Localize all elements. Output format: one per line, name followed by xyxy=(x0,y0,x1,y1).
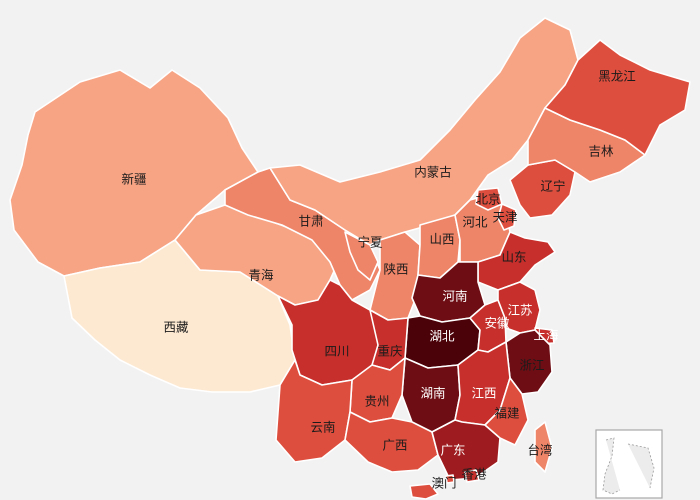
label-chongqing: 重庆 xyxy=(377,344,403,359)
label-shanxi: 山西 xyxy=(429,232,454,247)
label-hebei: 河北 xyxy=(462,215,488,230)
inset-dashed-boundary xyxy=(627,443,655,489)
province-beijing[interactable] xyxy=(475,187,503,211)
province-xianggang[interactable] xyxy=(464,469,480,483)
province-heilongjiang[interactable] xyxy=(544,39,691,156)
label-xinjiang: 新疆 xyxy=(121,172,146,187)
label-jilin: 吉林 xyxy=(588,144,614,159)
label-xianggang: 香港 xyxy=(461,467,487,482)
province-tianjin[interactable] xyxy=(497,203,517,231)
label-guangdong: 广东 xyxy=(440,443,465,458)
label-neimenggu: 内蒙古 xyxy=(414,165,452,180)
label-jiangsu: 江苏 xyxy=(507,303,532,318)
province-guangdong[interactable] xyxy=(431,419,501,481)
province-shandong[interactable] xyxy=(477,231,556,291)
label-henan: 河南 xyxy=(442,289,467,304)
label-gansu: 甘肃 xyxy=(298,214,323,229)
label-shaanxi: 陕西 xyxy=(383,262,408,277)
label-shanghai: 上海 xyxy=(533,328,559,343)
label-tianjin: 天津 xyxy=(492,210,517,225)
label-beijing: 北京 xyxy=(475,192,500,207)
label-taiwan: 台湾 xyxy=(527,443,552,458)
label-hunan: 湖南 xyxy=(420,386,445,401)
province-taiwan[interactable] xyxy=(534,421,553,473)
label-ningxia: 宁夏 xyxy=(357,235,383,250)
label-shandong: 山东 xyxy=(501,250,526,265)
province-ningxia[interactable] xyxy=(344,231,379,281)
province-hainan[interactable] xyxy=(409,483,439,500)
label-guizhou: 贵州 xyxy=(364,394,389,409)
label-fujian: 福建 xyxy=(494,406,520,421)
label-guangxi: 广西 xyxy=(382,438,407,453)
label-heilongjiang: 黑龙江 xyxy=(598,69,636,84)
inset-island-line xyxy=(602,437,621,495)
province-fujian[interactable] xyxy=(484,377,529,446)
label-hubei: 湖北 xyxy=(429,329,455,344)
label-aomen: 澳门 xyxy=(431,476,456,491)
label-jiangxi: 江西 xyxy=(471,386,496,401)
label-qinghai: 青海 xyxy=(248,268,274,283)
label-zhejiang: 浙江 xyxy=(519,358,544,373)
label-anhui: 安徽 xyxy=(484,316,510,331)
label-yunnan: 云南 xyxy=(310,420,335,435)
label-sichuan: 四川 xyxy=(324,344,349,359)
label-xizang: 西藏 xyxy=(163,320,189,335)
label-liaoning: 辽宁 xyxy=(540,179,565,194)
province-aomen[interactable] xyxy=(445,474,455,484)
